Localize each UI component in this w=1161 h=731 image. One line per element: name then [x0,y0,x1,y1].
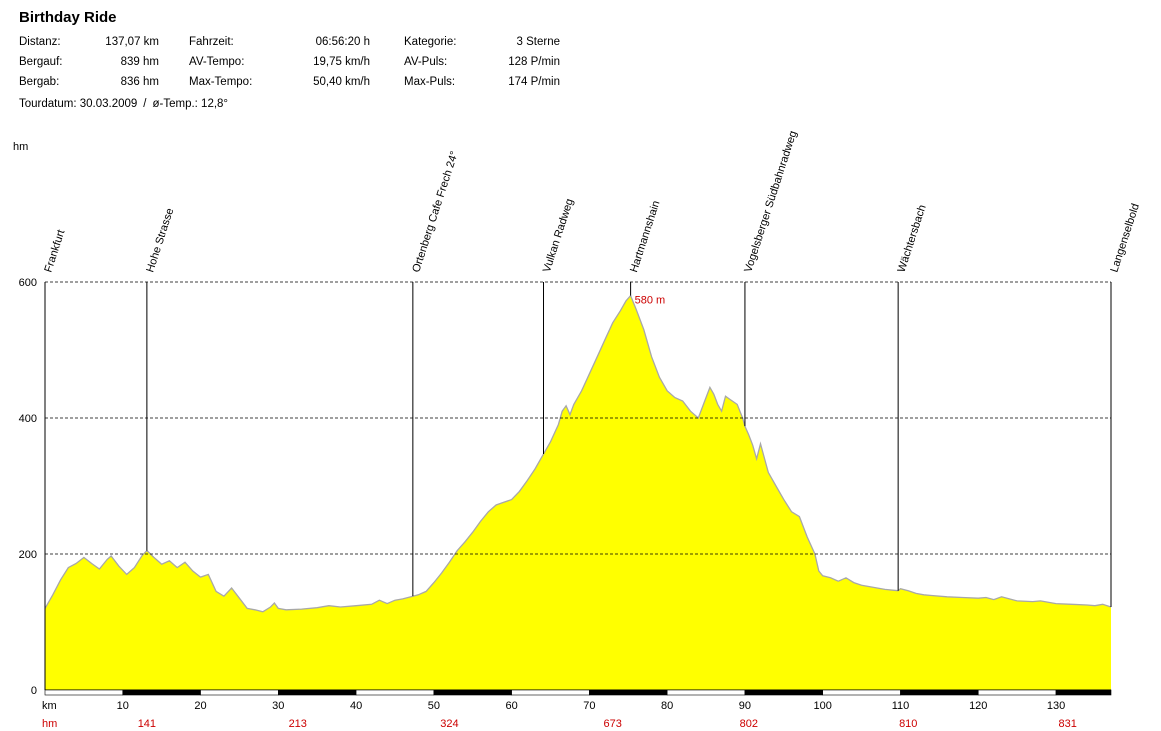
km-scale-segment [511,689,590,696]
stat-value: 839 hm [120,56,159,68]
waypoint-label: Hohe Strasse [144,207,176,274]
km-scale-segment [977,689,1057,696]
stat-label: AV-Puls: [404,56,448,68]
stat-label: AV-Tempo: [189,56,245,68]
stat-value: 137,07 km [105,36,159,48]
stat-value: 174 P/min [508,76,560,88]
climb-value: 673 [604,718,622,730]
km-scale-segment [744,689,824,696]
waypoint-label: Vulkan Radweg [541,197,576,274]
y-tick-label: 0 [31,685,37,697]
waypoint-label: Hartmannshain [628,199,662,274]
km-scale-segment [44,689,124,696]
elevation-outline [44,294,1112,613]
stat-label: Kategorie: [404,36,457,48]
tour-separator: / [143,98,147,110]
km-scale-segment [900,689,979,696]
tour-title: Birthday Ride [19,9,117,26]
km-scale-segment [355,689,435,696]
x-tick-label: 120 [969,700,987,712]
climb-value: 141 [138,718,156,730]
x-tick-label: 90 [739,700,751,712]
climb-value: 802 [740,718,758,730]
km-scale-segment [589,689,668,696]
x-tick-label: 70 [583,700,595,712]
waypoint-label: Vogelsberger Südbahnradweg [742,129,799,273]
climb-value: 831 [1059,718,1077,730]
x-tick-label: 80 [661,700,673,712]
climb-value: 324 [440,718,458,730]
stat-label: Distanz: [19,36,61,48]
stat-value: 50,40 km/h [313,76,370,88]
y-tick-label: 200 [19,549,37,561]
x-tick-label: 40 [350,700,362,712]
x-tick-label: 50 [428,700,440,712]
km-scale-segment [278,689,357,696]
waypoint-label: Wächtersbach [896,203,929,274]
x-tick-label: 60 [505,700,517,712]
km-scale-segment [122,689,201,696]
waypoint-label: Frankfurt [42,228,67,274]
km-scale-segment [200,689,279,696]
x-tick-label: 20 [194,700,206,712]
stat-label: Max-Tempo: [189,76,253,88]
stat-value: 3 Sterne [516,36,560,48]
x-tick-label: 100 [814,700,832,712]
km-scale-segment [1055,689,1112,696]
waypoint-label: Langenselbold [1108,202,1142,274]
km-scale-segment [433,689,512,696]
stat-value: 19,75 km/h [313,56,370,68]
y-tick-label: 400 [19,413,37,425]
stat-label: Max-Puls: [404,76,456,88]
stat-value: 06:56:20 h [315,36,370,48]
stat-label: Fahrzeit: [189,36,234,48]
tour-info: Tourdatum: 30.03.2009 / ø-Temp.: 12,8° [19,98,228,110]
stat-label: Bergauf: [19,56,63,68]
elevation-area [45,295,1111,690]
x-tick-label: 130 [1047,700,1065,712]
km-scale-segment [822,689,901,696]
climb-value: 810 [899,718,917,730]
x-axis-label: km [42,700,57,712]
y-axis-label: hm [13,141,28,153]
x-tick-label: 110 [892,700,910,712]
tour-date: Tourdatum: 30.03.2009 [19,98,138,110]
stat-value: 128 P/min [508,56,560,68]
max-elevation-label: 580 m [635,295,666,307]
climb-row-label: hm [42,718,57,730]
x-tick-label: 30 [272,700,284,712]
x-tick-label: 10 [117,700,129,712]
tour-temperature: ø-Temp.: 12,8° [152,98,229,110]
y-tick-label: 600 [19,277,37,289]
stat-label: Bergab: [19,76,60,88]
waypoint-label: Ortenberg Cafe Frech 24° [410,150,461,274]
climb-value: 213 [289,718,307,730]
stat-value: 836 hm [120,76,159,88]
km-scale-segment [666,689,746,696]
